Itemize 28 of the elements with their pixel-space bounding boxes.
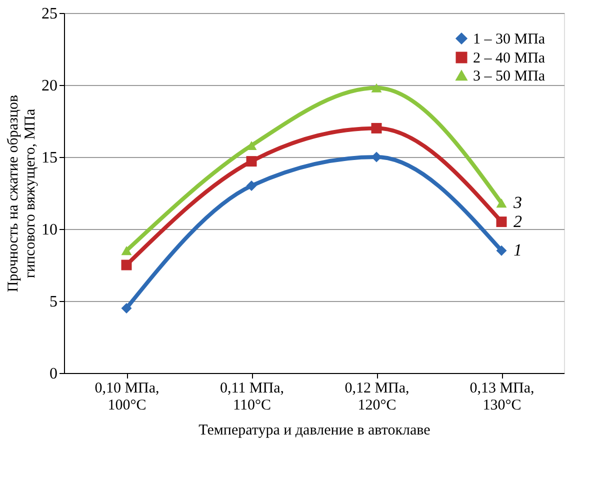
point [371, 83, 382, 92]
annotation: 2 [514, 212, 522, 231]
legend-label: 1 – 30 МПа [473, 32, 546, 48]
point [496, 245, 507, 256]
point [246, 156, 257, 167]
point [121, 302, 132, 314]
point [496, 216, 507, 228]
y-axis-title: Прочность на сжатие образцов гипсового вяжущего, МПа [6, 94, 38, 292]
point [246, 180, 257, 192]
legend-label: 2 – 40 МПа [473, 50, 546, 66]
point [121, 246, 132, 256]
y-tick-label: 25 [42, 6, 58, 22]
point [496, 198, 507, 208]
y-tick-label: 15 [42, 150, 58, 166]
x-axis-title: Температура и давление в автоклаве [198, 422, 431, 438]
y-tick-label: 0 [50, 366, 58, 382]
y-tick-label: 20 [42, 78, 58, 94]
y-tick-label: 5 [50, 294, 58, 310]
x-tick-label: 0,13 МПа, 130°C [470, 380, 534, 414]
x-tick-label: 0,11 МПа, 110°C [220, 380, 284, 414]
x-tick-label: 0,12 МПа, 120°C [344, 380, 410, 414]
y-tick-label: 10 [42, 222, 58, 238]
point [371, 122, 382, 134]
point [121, 260, 132, 270]
legend-label: 3 – 50 МПа [473, 68, 546, 84]
annotation: 1 [514, 240, 522, 260]
annotation: 3 [512, 193, 522, 212]
x-tick-label: 0,10 МПа, 100°C [94, 380, 160, 414]
